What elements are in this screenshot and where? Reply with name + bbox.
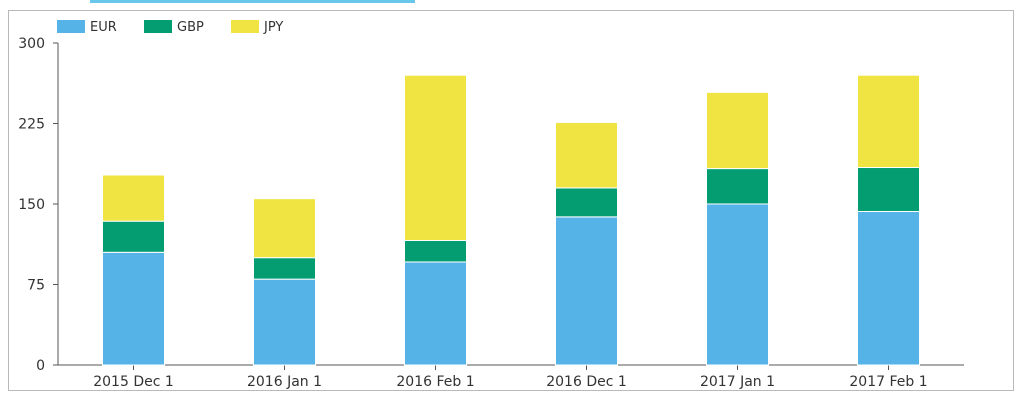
- bar-eur-5: [706, 203, 769, 366]
- x-tick-label-5: 2017 Jan 1: [700, 374, 775, 390]
- bar-jpy-4: [555, 121, 618, 189]
- bar-jpy-1: [102, 174, 165, 222]
- bar-eur-3: [404, 261, 467, 366]
- chart-frame: [8, 10, 1014, 391]
- bar-jpy-2: [253, 198, 316, 259]
- legend-label-eur: EUR: [90, 20, 117, 35]
- bars: [102, 74, 920, 366]
- bar-gbp-5: [706, 168, 769, 205]
- bar-gbp-2: [253, 257, 316, 280]
- bar-gbp-3: [404, 239, 467, 263]
- legend-swatch-eur: [57, 20, 85, 33]
- tick-labels: 0 75 150 225 300 2015 Dec 1 2016 Jan 1 2016 Feb…: [18, 36, 927, 390]
- axes: [53, 42, 964, 370]
- top-accent-strip: [90, 0, 415, 3]
- bar-eur-1: [102, 251, 165, 366]
- x-tick-label-4: 2016 Dec 1: [546, 374, 627, 390]
- bar-jpy-3: [404, 74, 467, 241]
- legend-swatch-jpy: [231, 20, 259, 33]
- bar-gbp-4: [555, 187, 618, 218]
- y-tick-label-225: 225: [18, 117, 45, 133]
- y-tick-label-150: 150: [18, 197, 45, 213]
- bar-jpy-6: [857, 74, 920, 169]
- bar-eur-4: [555, 216, 618, 366]
- y-tick-label-300: 300: [18, 36, 45, 52]
- bar-eur-2: [253, 278, 316, 366]
- bar-eur-6: [857, 211, 920, 366]
- y-tick-label-0: 0: [36, 358, 45, 374]
- bar-gbp-6: [857, 167, 920, 213]
- bar-jpy-5: [706, 91, 769, 170]
- legend-label-jpy: JPY: [263, 20, 283, 35]
- y-tick-label-75: 75: [27, 278, 45, 294]
- x-tick-label-2: 2016 Jan 1: [247, 374, 322, 390]
- x-tick-label-1: 2015 Dec 1: [93, 374, 174, 390]
- x-tick-label-3: 2016 Feb 1: [396, 374, 474, 390]
- bar-gbp-1: [102, 220, 165, 253]
- legend-label-gbp: GBP: [177, 20, 204, 35]
- legend: EUR GBP JPY: [57, 20, 283, 35]
- x-tick-label-6: 2017 Feb 1: [849, 374, 927, 390]
- legend-swatch-gbp: [144, 20, 172, 33]
